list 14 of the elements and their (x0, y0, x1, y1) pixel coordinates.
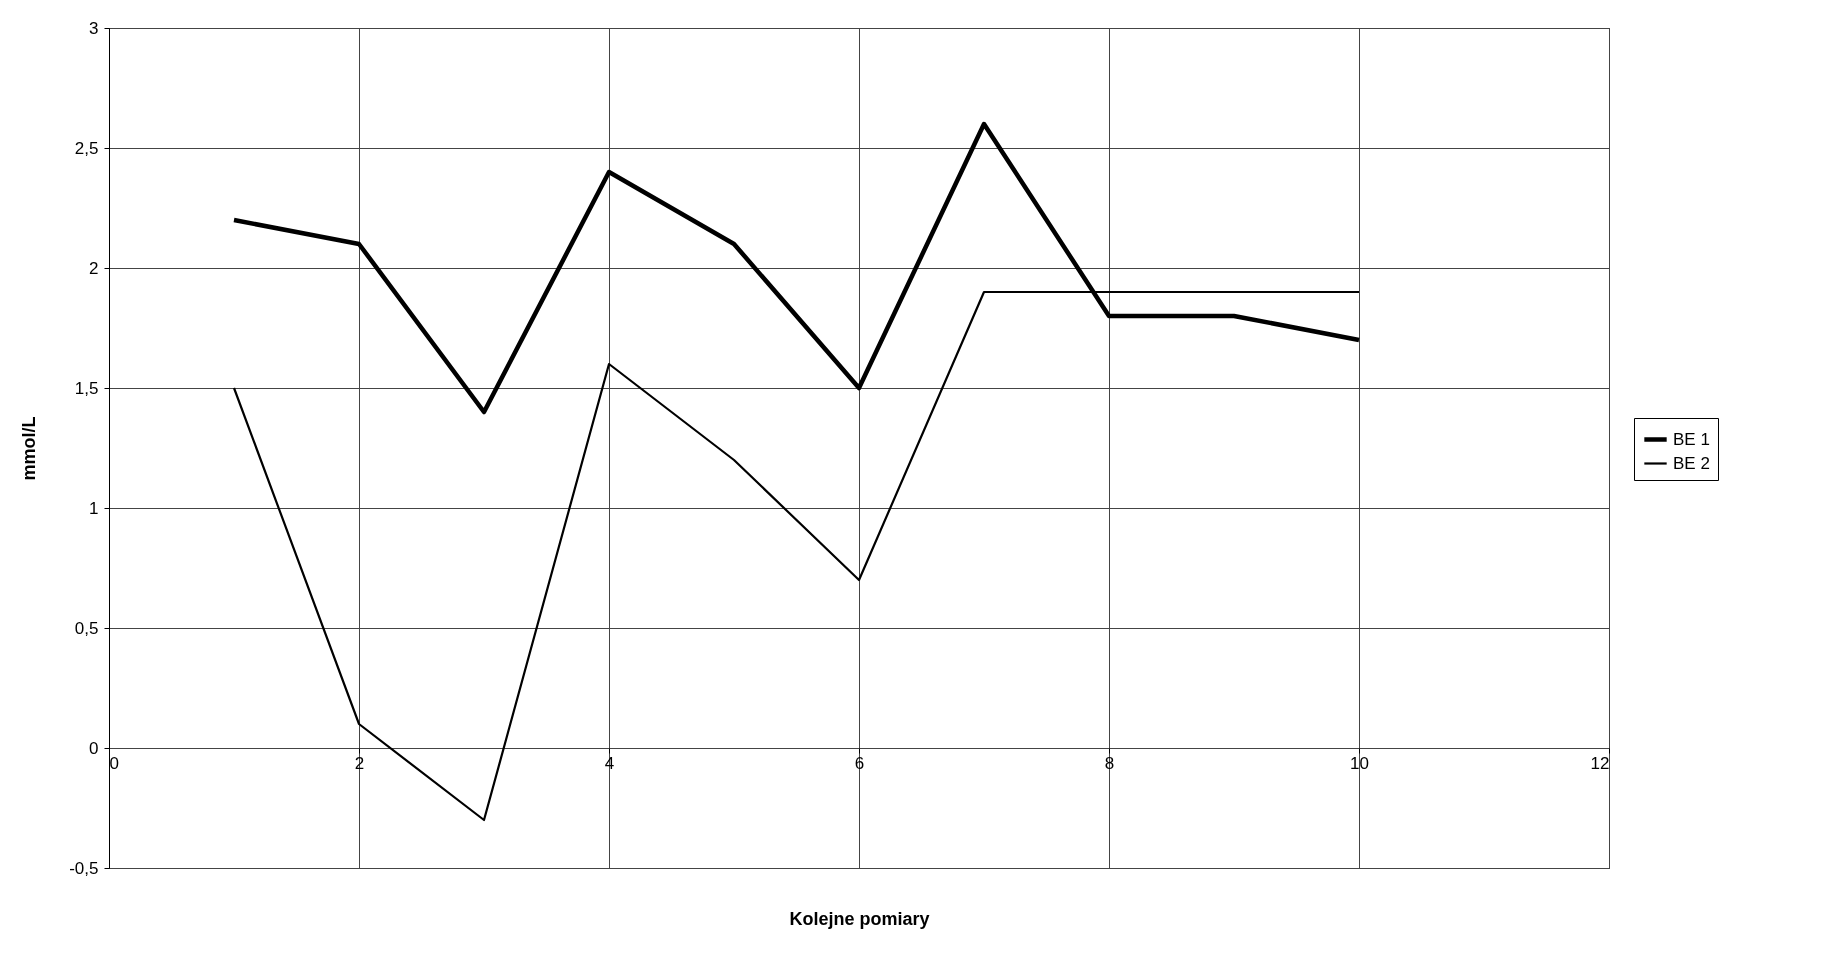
y-tick-label: 2,5 (74, 138, 99, 158)
y-tick-label: -0,5 (69, 858, 99, 878)
y-tick-label: 3 (89, 18, 99, 38)
x-tick-label: 12 (1590, 753, 1610, 773)
x-tick-label: 0 (109, 753, 119, 773)
y-axis-title: mmol/L (19, 416, 40, 481)
legend-label: BE 2 (1673, 453, 1710, 473)
y-tick-label: 2 (89, 258, 99, 278)
y-tick-label: 1 (89, 498, 99, 518)
y-tick-label: 1,5 (74, 378, 99, 398)
y-tick-label: 0 (89, 738, 99, 758)
y-tick-label: 0,5 (74, 618, 99, 638)
x-axis-title: Kolejne pomiary (789, 908, 930, 929)
legend-label: BE 1 (1673, 429, 1710, 449)
